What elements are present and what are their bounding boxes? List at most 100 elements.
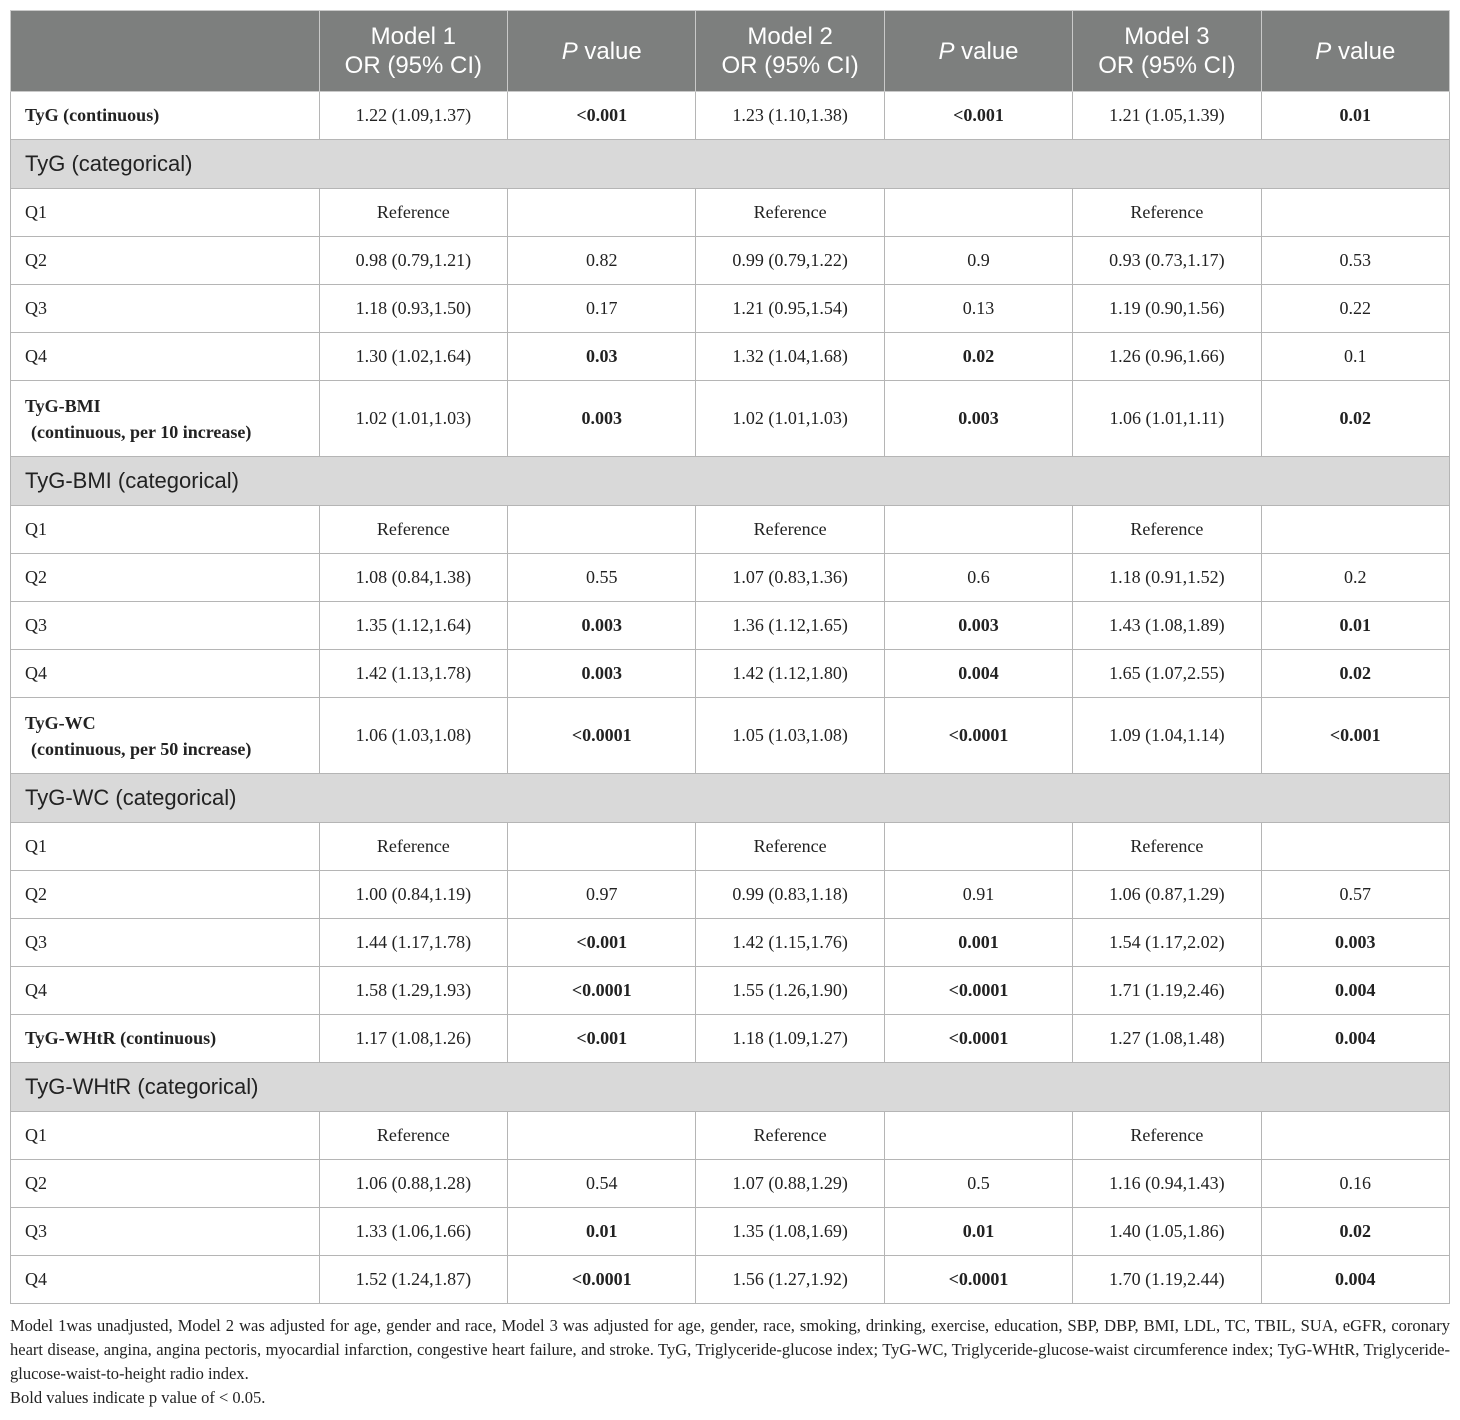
row-label: Q3 [10, 918, 320, 967]
model2-or-cell: 0.99 (0.79,1.22) [695, 236, 885, 285]
model1-or-cell: 1.06 (1.03,1.08) [318, 697, 509, 774]
row-label: TyG-BMI (continuous, per 10 increase) [10, 380, 320, 457]
row-label: Q3 [10, 601, 320, 650]
model2-or-cell: 1.21 (0.95,1.54) [695, 284, 885, 333]
table-row: Q3 1.33 (1.06,1.66) 0.01 1.35 (1.08,1.69) 0.… [10, 1207, 1451, 1256]
model1-pvalue-cell: 0.003 [507, 649, 697, 698]
model2-pvalue-cell: 0.001 [883, 918, 1074, 967]
model1-or-cell: 1.44 (1.17,1.78) [318, 918, 509, 967]
model3-or-cell: 1.71 (1.19,2.46) [1072, 966, 1262, 1015]
model3-pvalue-cell: 0.16 [1260, 1159, 1451, 1208]
table-row: Q4 1.42 (1.13,1.78) 0.003 1.42 (1.12,1.80) 0… [10, 649, 1451, 698]
header-model3-or: OR (95% CI) [1098, 52, 1236, 79]
model1-pvalue-cell: 0.54 [507, 1159, 697, 1208]
row-label: Q2 [10, 870, 320, 919]
model3-pvalue-cell: 0.53 [1260, 236, 1451, 285]
model3-pvalue-cell [1260, 188, 1451, 237]
row-label: Q4 [10, 649, 320, 698]
model2-or-cell: 1.02 (1.01,1.03) [695, 380, 885, 457]
model1-pvalue-cell [507, 505, 697, 554]
model1-or-cell: 1.17 (1.08,1.26) [318, 1014, 509, 1063]
header-model2-or: OR (95% CI) [721, 52, 859, 79]
header-pvalue-3: P value [1260, 10, 1451, 92]
table-row: TyG-WHtR (continuous) 1.17 (1.08,1.26) <0.… [10, 1014, 1451, 1063]
header-model2: Model 2 OR (95% CI) [695, 10, 885, 92]
model2-or-cell: 1.05 (1.03,1.08) [695, 697, 885, 774]
model2-or-cell: 1.36 (1.12,1.65) [695, 601, 885, 650]
model3-pvalue-cell: 0.02 [1260, 649, 1451, 698]
model2-pvalue-cell: <0.001 [883, 91, 1074, 140]
row-label: Q4 [10, 966, 320, 1015]
section-header-row: TyG-BMI (categorical) [10, 456, 1450, 506]
model3-or-cell: Reference [1072, 505, 1262, 554]
table-row: Q2 1.08 (0.84,1.38) 0.55 1.07 (0.83,1.36) 0.… [10, 553, 1451, 602]
header-pvalue-2: P value [883, 10, 1074, 92]
section-label: TyG (categorical) [10, 139, 1450, 189]
model3-or-cell: 1.06 (1.01,1.11) [1072, 380, 1262, 457]
model3-or-cell: 1.43 (1.08,1.89) [1072, 601, 1262, 650]
model3-pvalue-cell: 0.57 [1260, 870, 1451, 919]
model2-or-cell: Reference [695, 822, 885, 871]
model1-or-cell: 0.98 (0.79,1.21) [318, 236, 509, 285]
row-label: Q1 [10, 822, 320, 871]
model1-pvalue-cell: <0.0001 [507, 966, 697, 1015]
model1-pvalue-cell: <0.001 [507, 91, 697, 140]
model3-pvalue-cell [1260, 505, 1451, 554]
model3-pvalue-cell: 0.004 [1260, 1255, 1451, 1304]
model2-or-cell: 1.35 (1.08,1.69) [695, 1207, 885, 1256]
model2-or-cell: 1.32 (1.04,1.68) [695, 332, 885, 381]
section-header-row: TyG-WHtR (categorical) [10, 1062, 1450, 1112]
model3-pvalue-cell: 0.01 [1260, 601, 1451, 650]
model3-pvalue-cell: 0.02 [1260, 380, 1451, 457]
header-model2-title: Model 2 [747, 23, 833, 50]
model3-pvalue-cell [1260, 1111, 1451, 1160]
model3-or-cell: Reference [1072, 822, 1262, 871]
table-footnotes: Model 1was unadjusted, Model 2 was adjus… [10, 1314, 1450, 1410]
model2-or-cell: 1.56 (1.27,1.92) [695, 1255, 885, 1304]
row-label: TyG-WHtR (continuous) [10, 1014, 320, 1063]
row-label: Q4 [10, 332, 320, 381]
header-model1-title: Model 1 [370, 23, 457, 50]
model1-or-cell: 1.42 (1.13,1.78) [318, 649, 509, 698]
header-p-rest: value [954, 37, 1019, 65]
model3-or-cell: 1.26 (0.96,1.66) [1072, 332, 1262, 381]
row-label-line1: TyG-BMI [25, 395, 101, 416]
header-row: Model 1 OR (95% CI) P value Model 2 OR (… [10, 10, 1451, 92]
model3-or-cell: 1.21 (1.05,1.39) [1072, 91, 1262, 140]
model2-or-cell: Reference [695, 188, 885, 237]
model2-or-cell: 1.42 (1.12,1.80) [695, 649, 885, 698]
table-row: Q4 1.30 (1.02,1.64) 0.03 1.32 (1.04,1.68) 0.… [10, 332, 1451, 381]
model3-or-cell: 1.70 (1.19,2.44) [1072, 1255, 1262, 1304]
row-label: TyG (continuous) [10, 91, 320, 140]
model1-or-cell: Reference [318, 188, 509, 237]
results-table: Model 1 OR (95% CI) P value Model 2 OR (… [10, 10, 1451, 1304]
model3-or-cell: Reference [1072, 1111, 1262, 1160]
model3-pvalue-cell: 0.004 [1260, 966, 1451, 1015]
model2-or-cell: 1.23 (1.10,1.38) [695, 91, 885, 140]
table-row: TyG-BMI (continuous, per 10 increase) 1.02… [10, 380, 1451, 457]
model2-or-cell: Reference [695, 505, 885, 554]
model1-or-cell: Reference [318, 1111, 509, 1160]
table-row: Q1 Reference Reference Reference [10, 188, 1451, 237]
header-p-rest: value [1331, 37, 1396, 65]
model2-pvalue-cell: 0.02 [883, 332, 1074, 381]
model3-or-cell: 1.40 (1.05,1.86) [1072, 1207, 1262, 1256]
model2-pvalue-cell [883, 188, 1074, 237]
model3-pvalue-cell: 0.02 [1260, 1207, 1451, 1256]
model2-or-cell: Reference [695, 1111, 885, 1160]
row-label: Q2 [10, 1159, 320, 1208]
section-label: TyG-BMI (categorical) [10, 456, 1450, 506]
row-label: Q1 [10, 188, 320, 237]
model1-or-cell: 1.58 (1.29,1.93) [318, 966, 509, 1015]
table-row: Q3 1.44 (1.17,1.78) <0.001 1.42 (1.15,1.76)… [10, 918, 1451, 967]
header-blank [10, 10, 320, 92]
model2-or-cell: 1.07 (0.88,1.29) [695, 1159, 885, 1208]
table-header: Model 1 OR (95% CI) P value Model 2 OR (… [10, 10, 1451, 92]
model3-pvalue-cell: 0.2 [1260, 553, 1451, 602]
model2-pvalue-cell: <0.0001 [883, 1255, 1074, 1304]
header-p-rest: value [577, 37, 642, 65]
model2-or-cell: 1.07 (0.83,1.36) [695, 553, 885, 602]
model2-pvalue-cell: 0.004 [883, 649, 1074, 698]
model1-or-cell: 1.00 (0.84,1.19) [318, 870, 509, 919]
header-model3-title: Model 3 [1124, 23, 1210, 50]
